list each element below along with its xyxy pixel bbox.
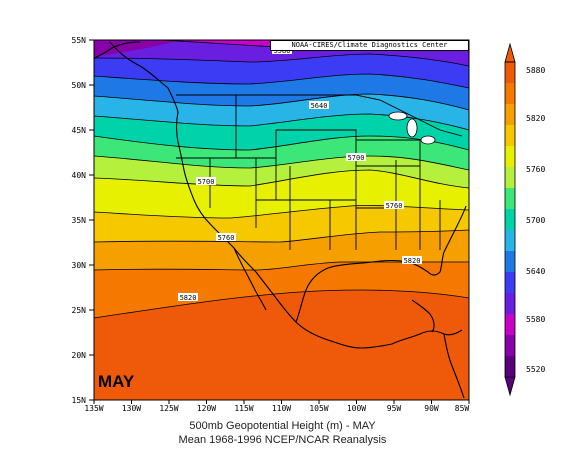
lat-label: 30N (72, 261, 87, 270)
contour-label: 5700 (198, 178, 215, 186)
contour-label: 5820 (404, 257, 421, 265)
colorbar-top-arrow (504, 42, 516, 63)
lon-label: 95W (387, 404, 402, 413)
coastlines (94, 41, 467, 399)
colorbar-label: 5580 (526, 315, 545, 324)
colorbar-swatch (505, 125, 515, 147)
contour-value-labels: 5580 5640 5700 5700 5760 5760 5820 5820 (178, 46, 422, 302)
lat-label: 45N (72, 126, 87, 135)
contour-label: 5640 (311, 102, 328, 110)
great-lakes (388, 111, 436, 145)
colorbar-label: 5700 (526, 216, 545, 225)
colorbar-bottom-arrow (504, 376, 516, 397)
colorbar-swatch (505, 188, 515, 210)
lon-label: 85W (455, 404, 470, 413)
height-bands (94, 40, 469, 400)
colorbar-frame (504, 61, 516, 378)
lon-label: 100W (347, 404, 366, 413)
lon-label: 105W (309, 404, 328, 413)
colorbar-label: 5640 (526, 267, 545, 276)
lon-label: 125W (159, 404, 178, 413)
colorbar-label: 5520 (526, 365, 545, 374)
contour-label: 5760 (386, 202, 403, 210)
lat-label: 40N (72, 171, 87, 180)
contour-label: 5580 (274, 47, 291, 55)
colorbar-swatch (505, 83, 515, 105)
lon-label: 130W (122, 404, 141, 413)
credit-label: NOAA-CIRES/Climate Diagnostics Center (270, 40, 469, 51)
longitude-axis (93, 400, 470, 404)
lat-label: 15N (72, 396, 87, 405)
colorbar-swatch (505, 356, 515, 378)
contour-label: 5760 (218, 234, 235, 242)
lon-label: 120W (197, 404, 216, 413)
colorbar-swatch (505, 104, 515, 126)
colorbar-swatch (505, 335, 515, 357)
colorbar-swatch (505, 230, 515, 252)
lon-label: 110W (272, 404, 291, 413)
latitude-axis (89, 39, 94, 401)
lon-label: 135W (84, 404, 103, 413)
colorbar-labels: 5880 5820 5760 5700 5640 5580 5520 (526, 66, 545, 374)
colorbar (505, 62, 515, 378)
political-boundaries (176, 94, 463, 250)
colorbar-label: 5880 (526, 66, 545, 75)
lon-label: 115W (234, 404, 253, 413)
colorbar-swatch (505, 62, 515, 84)
month-label: MAY (98, 372, 135, 391)
colorbar-swatch (505, 146, 515, 168)
caption-title: 500mb Geopotential Height (m) - MAY (189, 420, 376, 432)
contour-lines (94, 40, 469, 319)
latitude-labels: 55N 50N 45N 40N 35N 30N 25N 20N 15N (72, 36, 87, 405)
lat-label: 55N (72, 36, 87, 45)
contour-label: 5820 (180, 294, 197, 302)
colorbar-swatch (505, 251, 515, 273)
contour-label: 5700 (348, 154, 365, 162)
colorbar-swatch (505, 293, 515, 315)
caption-subtitle: Mean 1968-1996 NCEP/NCAR Reanalysis (178, 434, 387, 446)
lat-label: 25N (72, 306, 87, 315)
colorbar-swatch (505, 272, 515, 294)
lat-label: 35N (72, 216, 87, 225)
colorbar-swatch (505, 167, 515, 189)
lat-label: 50N (72, 81, 87, 90)
lat-label: 20N (72, 351, 87, 360)
longitude-labels: 135W 130W 125W 120W 115W 110W 105W 100W … (84, 404, 469, 413)
lon-label: 90W (424, 404, 439, 413)
colorbar-swatch (505, 314, 515, 336)
colorbar-swatch (505, 209, 515, 231)
colorbar-label: 5820 (526, 114, 545, 123)
colorbar-label: 5760 (526, 165, 545, 174)
